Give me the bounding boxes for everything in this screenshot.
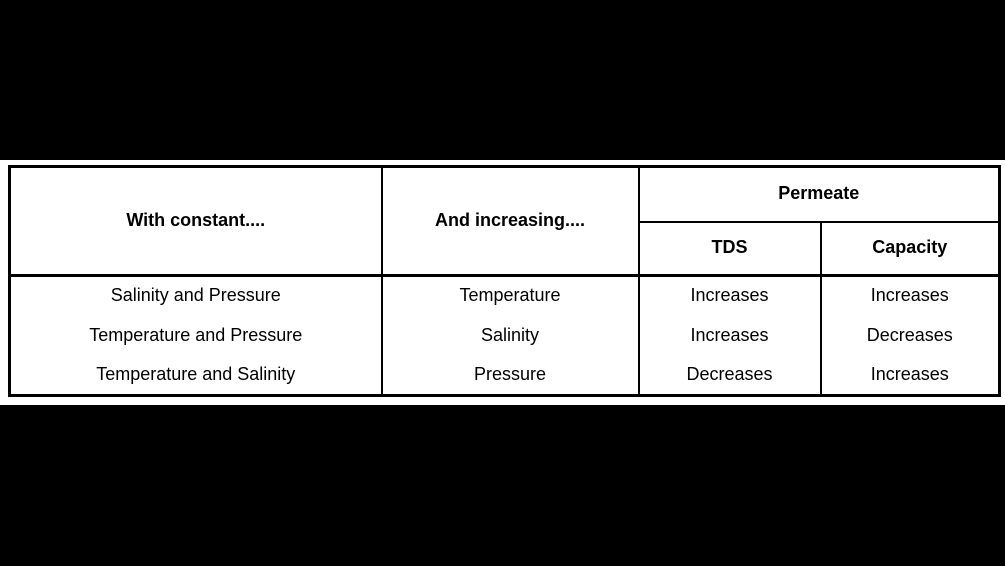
document-content-area: With constant.... And increasing.... Per… xyxy=(0,160,1005,405)
cell-increasing: Pressure xyxy=(380,355,640,396)
column-header-capacity: Capacity xyxy=(819,221,1001,277)
column-header-tds: TDS xyxy=(637,221,822,277)
permeate-effects-table: With constant.... And increasing.... Per… xyxy=(8,165,1001,397)
table-row: Temperature and Salinity Pressure Decrea… xyxy=(8,355,1001,396)
column-header-permeate: Permeate xyxy=(637,166,1001,223)
cell-constant: Temperature and Pressure xyxy=(8,315,383,356)
cell-increasing: Salinity xyxy=(380,315,640,356)
cell-capacity: Decreases xyxy=(819,315,1001,356)
cell-increasing: Temperature xyxy=(380,275,640,316)
cell-capacity: Increases xyxy=(819,355,1001,396)
table-row: Temperature and Pressure Salinity Increa… xyxy=(8,315,1001,356)
letterbox-top xyxy=(0,0,1005,160)
cell-tds: Increases xyxy=(637,275,822,316)
table-header: With constant.... And increasing.... Per… xyxy=(8,166,1001,277)
cell-constant: Temperature and Salinity xyxy=(8,355,383,396)
cell-capacity: Increases xyxy=(819,275,1001,316)
column-header-with-constant: With constant.... xyxy=(8,166,383,277)
column-header-and-increasing: And increasing.... xyxy=(380,166,640,277)
cell-tds: Decreases xyxy=(637,355,822,396)
cell-tds: Increases xyxy=(637,315,822,356)
letterbox-bottom xyxy=(0,405,1005,566)
cell-constant: Salinity and Pressure xyxy=(8,275,383,316)
table-row: Salinity and Pressure Temperature Increa… xyxy=(8,275,1001,316)
table-body: Salinity and Pressure Temperature Increa… xyxy=(8,275,1001,396)
